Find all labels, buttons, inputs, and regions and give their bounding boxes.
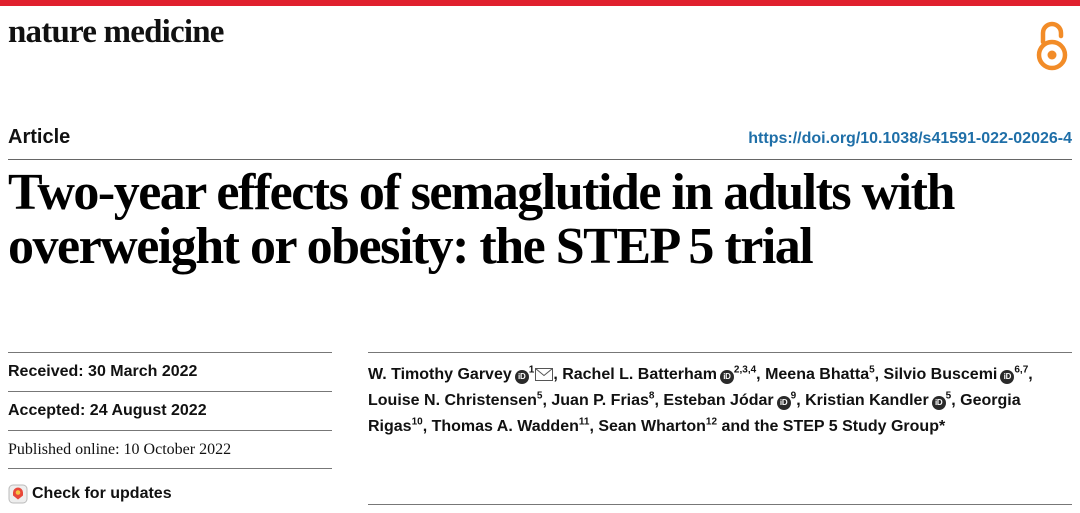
author-name[interactable]: Louise N. Christensen: [368, 392, 537, 409]
orcid-icon[interactable]: iD: [1000, 370, 1015, 384]
check-for-updates-icon: [8, 484, 28, 504]
affiliation-superscript: 6,7: [1014, 364, 1029, 376]
orcid-icon[interactable]: iD: [719, 370, 734, 384]
author-name[interactable]: Thomas A. Wadden: [431, 418, 579, 435]
journal-name[interactable]: nature medicine: [8, 14, 224, 50]
article-title: Two-year effects of semaglutide in adult…: [8, 164, 955, 275]
accent-bar: [0, 0, 1080, 6]
author-name[interactable]: Georgia Rigas: [368, 392, 1021, 435]
affiliation-superscript: 1: [528, 364, 535, 376]
affiliation-superscript: 2,3,4: [733, 364, 757, 376]
publication-dates: Received: 30 March 2022 Accepted: 24 Aug…: [8, 352, 332, 469]
author-list: W. Timothy Garvey iD1, Rachel L. Batterha…: [368, 352, 1072, 440]
study-group-credit: and the STEP 5 Study Group*: [721, 418, 946, 435]
affiliation-superscript: 5: [536, 390, 543, 402]
author-name[interactable]: Esteban Jódar: [663, 392, 774, 409]
header-divider: [8, 159, 1072, 160]
author-name[interactable]: Silvio Buscemi: [883, 366, 998, 383]
email-icon[interactable]: [535, 368, 554, 381]
affiliation-superscript: 12: [705, 416, 718, 428]
author-name[interactable]: Juan P. Frias: [551, 392, 649, 409]
orcid-icon[interactable]: iD: [776, 396, 791, 410]
author-paragraph: W. Timothy Garvey iD1, Rachel L. Batterha…: [368, 364, 1033, 435]
author-name[interactable]: Sean Wharton: [598, 418, 706, 435]
affiliation-superscript: 5: [945, 390, 952, 402]
received-date: Received: 30 March 2022: [8, 352, 332, 391]
affiliation-superscript: 5: [869, 364, 875, 376]
author-divider: [368, 504, 1072, 505]
author-name[interactable]: Rachel L. Batterham: [562, 366, 717, 383]
affiliation-superscript: 10: [411, 416, 423, 428]
orcid-icon[interactable]: iD: [931, 396, 946, 410]
affiliation-superscript: 11: [578, 416, 590, 428]
orcid-icon[interactable]: iD: [514, 370, 529, 384]
doi-link[interactable]: https://doi.org/10.1038/s41591-022-02026…: [748, 130, 1072, 147]
article-type: Article: [8, 126, 71, 148]
published-date: Published online: 10 October 2022: [8, 430, 332, 469]
accepted-date: Accepted: 24 August 2022: [8, 391, 332, 430]
open-access-lock-icon: [1036, 21, 1068, 71]
affiliation-superscript: 8: [648, 390, 655, 402]
author-name[interactable]: Kristian Kandler: [805, 392, 929, 409]
check-for-updates-button[interactable]: Check for updates: [8, 484, 172, 504]
author-name[interactable]: W. Timothy Garvey: [368, 366, 512, 383]
affiliation-superscript: 9: [790, 390, 797, 402]
check-for-updates-label: Check for updates: [32, 485, 172, 502]
author-name[interactable]: Meena Bhatta: [765, 366, 870, 383]
